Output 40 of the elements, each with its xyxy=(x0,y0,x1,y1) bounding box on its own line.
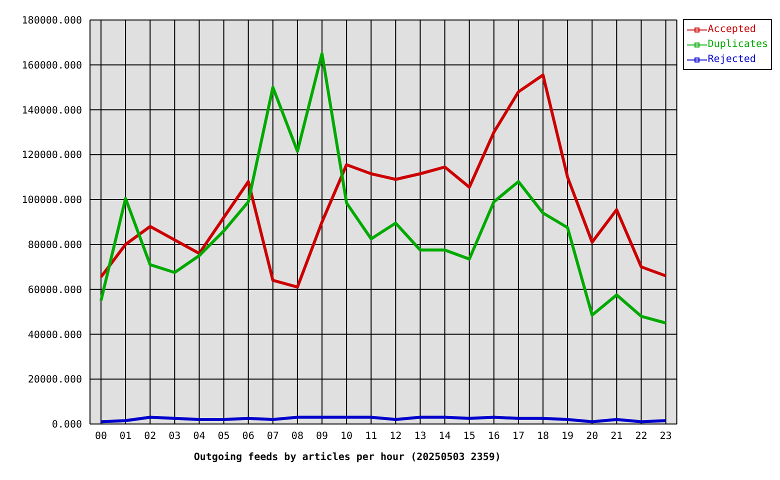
x-tick-label: 04 xyxy=(193,431,206,442)
line-series xyxy=(100,73,668,289)
x-tick-label: 01 xyxy=(120,431,132,442)
legend-label: Accepted xyxy=(708,23,756,37)
y-tick-label: 160000.000 xyxy=(22,60,82,72)
x-tick-label: 23 xyxy=(660,431,672,442)
x-tick-label: 02 xyxy=(144,431,156,442)
x-tick-label: 07 xyxy=(266,431,279,442)
line-series xyxy=(100,52,668,324)
x-tick-label: 19 xyxy=(562,431,574,442)
y-tick-label: 40000.000 xyxy=(28,330,82,341)
x-tick-label: 03 xyxy=(168,431,181,442)
y-tick-label: 80000.000 xyxy=(28,240,82,251)
legend-label: Rejected xyxy=(708,53,756,67)
y-tick-label: 120000.000 xyxy=(22,150,82,162)
x-tick-label: 22 xyxy=(635,431,648,442)
x-tick-label: 08 xyxy=(291,431,304,442)
x-tick-label: 06 xyxy=(242,431,254,442)
x-tick-label: 15 xyxy=(463,431,476,442)
x-tick-label: 21 xyxy=(610,431,623,442)
x-tick-label: 17 xyxy=(512,431,524,442)
x-tick-label: 20 xyxy=(586,431,598,442)
y-tick-label: 140000.000 xyxy=(22,105,82,116)
x-tick-label: 12 xyxy=(390,431,402,442)
x-tick-label: 09 xyxy=(316,431,328,442)
x-tick-label: 05 xyxy=(218,431,230,442)
y-tick-label: 100000.000 xyxy=(22,195,82,206)
x-tick-label: 00 xyxy=(94,431,108,442)
x-tick-label: 13 xyxy=(414,431,426,442)
x-axis-title: Outgoing feeds by articles per hour (20250503 2359) xyxy=(194,451,501,463)
y-tick-label: 180000.000 xyxy=(22,16,82,27)
x-tick-label: 18 xyxy=(536,431,550,442)
y-tick-label: 20000.000 xyxy=(28,374,82,386)
x-tick-label: 10 xyxy=(340,431,353,442)
x-tick-label: 16 xyxy=(488,431,500,442)
legend-label: Duplicates xyxy=(708,38,768,52)
y-tick-label: 0.000 xyxy=(52,420,82,431)
y-tick-label: 60000.000 xyxy=(28,284,82,296)
x-tick-label: 11 xyxy=(365,431,378,442)
x-tick-label: 14 xyxy=(438,431,451,442)
